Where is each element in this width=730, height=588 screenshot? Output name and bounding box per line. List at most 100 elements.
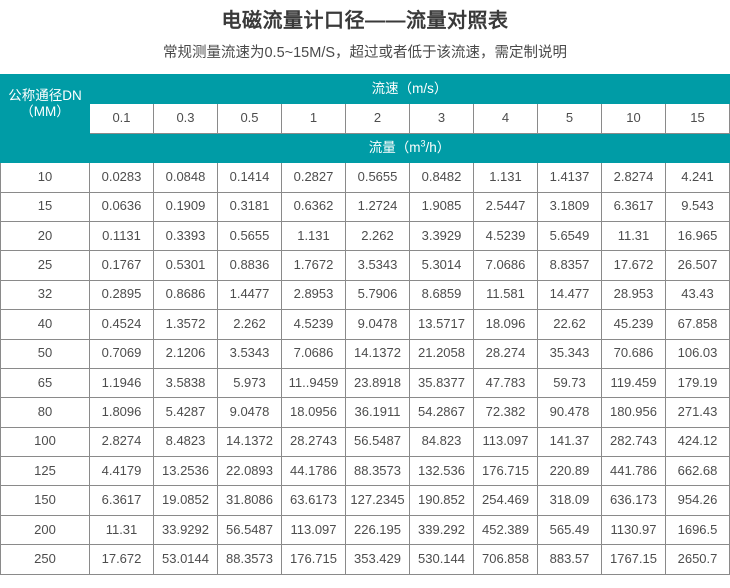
flow-value-cell: 19.0852 xyxy=(153,485,218,516)
flow-value-cell: 35.343 xyxy=(537,338,602,369)
dn-value-cell: 65 xyxy=(0,367,90,399)
flow-value-cell: 636.173 xyxy=(601,485,666,516)
flow-value-cell: 662.68 xyxy=(665,456,730,487)
flow-value-cell: 1696.5 xyxy=(665,514,730,546)
velocity-header-cell: 0.5 xyxy=(217,103,282,134)
dn-value-cell: 125 xyxy=(0,456,90,487)
flow-value-cell: 28.953 xyxy=(601,279,666,311)
flow-value-cell: 84.823 xyxy=(409,426,474,458)
flow-value-cell: 282.743 xyxy=(601,426,666,458)
flow-value-cell: 0.0283 xyxy=(89,162,154,193)
flow-value-cell: 1.3572 xyxy=(153,309,218,340)
flow-value-cell: 1130.97 xyxy=(601,514,666,546)
flow-value-cell: 5.973 xyxy=(217,367,282,399)
flow-value-cell: 18.0956 xyxy=(281,397,346,428)
page-subtitle: 常规测量流速为0.5~15M/S，超过或者低于该流速，需定制说明 xyxy=(162,45,568,61)
flow-value-cell: 14.477 xyxy=(537,279,602,311)
dn-value-cell: 15 xyxy=(0,191,90,222)
flow-value-cell: 47.783 xyxy=(473,367,538,399)
flow-value-cell: 4.241 xyxy=(665,162,730,193)
flow-value-cell: 5.3014 xyxy=(409,250,474,281)
flow-value-cell: 180.956 xyxy=(601,397,666,428)
flow-value-cell: 0.3181 xyxy=(217,191,282,222)
flow-value-cell: 706.858 xyxy=(473,544,538,575)
flow-value-cell: 0.1909 xyxy=(153,191,218,222)
table-head: 公称通径DN （MM） 流速（m/s） 0.1 0.3 0.5 1 2 3 4 5 10 15 流… xyxy=(0,73,730,164)
table-row: 100 2.8274 8.4823 14.1372 28.2743 56.5487 84.8… xyxy=(0,426,730,458)
flow-value-cell: 3.3929 xyxy=(409,220,474,252)
flow-value-cell: 28.2743 xyxy=(281,426,346,458)
flow-value-cell: 22.0893 xyxy=(217,456,282,487)
flow-value-cell: 26.507 xyxy=(665,250,730,281)
dn-header-line2: （MM） xyxy=(20,103,70,119)
title-block: 电磁流量计口径——流量对照表 常规测量流速为0.5~15M/S，超过或者低于该流… xyxy=(0,0,730,65)
flow-rate-table: 公称通径DN （MM） 流速（m/s） 0.1 0.3 0.5 1 2 3 4 5 10 15 流… xyxy=(0,73,730,575)
header-row-velocity-values: 0.1 0.3 0.5 1 2 3 4 5 10 15 xyxy=(1,103,730,134)
flow-label-tail: /h） xyxy=(425,140,451,156)
flow-value-cell: 254.469 xyxy=(473,485,538,516)
flow-value-cell: 127.2345 xyxy=(345,485,410,516)
flow-value-cell: 2.8953 xyxy=(281,279,346,311)
flow-value-cell: 339.292 xyxy=(409,514,474,546)
flow-value-cell: 17.672 xyxy=(601,250,666,281)
flow-value-cell: 18.096 xyxy=(473,309,538,340)
flow-value-cell: 11.31 xyxy=(89,514,154,546)
flow-value-cell: 3.5343 xyxy=(217,338,282,369)
flow-value-cell: 113.097 xyxy=(281,514,346,546)
flow-value-cell: 11.31 xyxy=(601,220,666,252)
header-row-velocity-group: 公称通径DN （MM） 流速（m/s） xyxy=(0,73,730,134)
dn-value-cell: 50 xyxy=(0,338,90,369)
flow-value-cell: 5.6549 xyxy=(537,220,602,252)
table-row: 20 0.1131 0.3393 0.5655 1.131 2.262 3.3929 4.52… xyxy=(0,220,730,252)
table-row: 250 17.672 53.0144 88.3573 176.715 353.429 530… xyxy=(0,544,730,575)
flow-value-cell: 11.581 xyxy=(473,279,538,311)
flow-value-cell: 106.03 xyxy=(665,338,730,369)
flow-value-cell: 141.37 xyxy=(537,426,602,458)
flow-value-cell: 0.1414 xyxy=(217,162,282,193)
flow-value-cell: 2.262 xyxy=(217,309,282,340)
flow-value-cell: 22.62 xyxy=(537,309,602,340)
flow-value-cell: 424.12 xyxy=(665,426,730,458)
flow-value-cell: 16.965 xyxy=(665,220,730,252)
flow-value-cell: 0.2827 xyxy=(281,162,346,193)
velocity-header-cell: 5 xyxy=(537,103,602,134)
flow-value-cell: 190.852 xyxy=(409,485,474,516)
flow-value-cell: 11..9459 xyxy=(281,367,346,399)
flow-value-cell: 226.195 xyxy=(345,514,410,546)
flow-value-cell: 1.9085 xyxy=(409,191,474,222)
flow-value-cell: 0.5301 xyxy=(153,250,218,281)
table-row: 150 6.3617 19.0852 31.8086 63.6173 127.2345 19… xyxy=(0,485,730,516)
flow-value-cell: 318.09 xyxy=(537,485,602,516)
flow-value-cell: 0.5655 xyxy=(217,220,282,252)
header-row-flow-group: 流量（m3/h） xyxy=(0,132,730,164)
dn-value-cell: 200 xyxy=(0,514,90,546)
flow-value-cell: 954.26 xyxy=(665,485,730,516)
flow-value-cell: 0.7069 xyxy=(89,338,154,369)
flow-value-cell: 70.686 xyxy=(601,338,666,369)
flow-value-cell: 176.715 xyxy=(473,456,538,487)
flow-value-cell: 1.7672 xyxy=(281,250,346,281)
flow-group-header: 流量（m3/h） xyxy=(89,132,730,164)
flow-value-cell: 0.4524 xyxy=(89,309,154,340)
flow-value-cell: 565.49 xyxy=(537,514,602,546)
dn-value-cell: 40 xyxy=(0,309,90,340)
velocity-header-cell: 4 xyxy=(473,103,538,134)
dn-value-cell: 25 xyxy=(0,250,90,281)
flow-value-cell: 33.9292 xyxy=(153,514,218,546)
table-row: 15 0.0636 0.1909 0.3181 0.6362 1.2724 1.9085 2.… xyxy=(0,191,730,222)
flow-value-cell: 56.5487 xyxy=(217,514,282,546)
dn-value-cell: 80 xyxy=(0,397,90,428)
flow-value-cell: 7.0686 xyxy=(281,338,346,369)
velocity-header-cell: 1 xyxy=(281,103,346,134)
page-title: 电磁流量计口径——流量对照表 xyxy=(221,10,509,32)
flow-value-cell: 176.715 xyxy=(281,544,346,575)
flow-value-cell: 31.8086 xyxy=(217,485,282,516)
flow-value-cell: 883.57 xyxy=(537,544,602,575)
flow-value-cell: 1767.15 xyxy=(601,544,666,575)
flow-value-cell: 0.1767 xyxy=(89,250,154,281)
flow-value-cell: 43.43 xyxy=(665,279,730,311)
flow-value-cell: 0.2895 xyxy=(89,279,154,311)
flow-value-cell: 1.131 xyxy=(281,220,346,252)
dn-value-cell: 32 xyxy=(0,279,90,311)
